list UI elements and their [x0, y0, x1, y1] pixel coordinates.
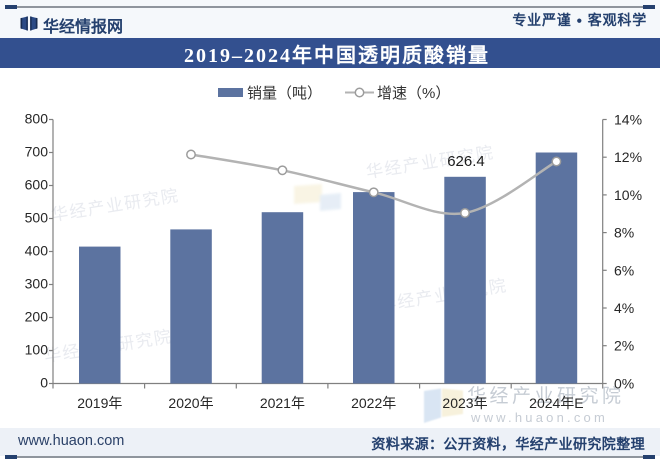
svg-text:200: 200 — [25, 309, 49, 325]
svg-text:2%: 2% — [614, 338, 634, 354]
svg-text:增速（%）: 增速（%） — [377, 85, 450, 102]
svg-text:12%: 12% — [614, 149, 642, 165]
svg-text:2024年E: 2024年E — [529, 395, 583, 411]
svg-text:华经产业研究院: 华经产业研究院 — [50, 186, 181, 225]
svg-text:2020年: 2020年 — [168, 395, 213, 411]
svg-text:0: 0 — [40, 375, 48, 391]
svg-text:700: 700 — [25, 144, 49, 160]
svg-text:14%: 14% — [614, 112, 642, 128]
svg-text:100: 100 — [25, 342, 49, 358]
svg-text:www.huaon.com: www.huaon.com — [470, 410, 608, 425]
svg-text:400: 400 — [25, 243, 49, 259]
svg-text:800: 800 — [25, 111, 49, 127]
svg-text:6%: 6% — [614, 262, 634, 278]
svg-text:600: 600 — [25, 177, 49, 193]
svg-text:626.4: 626.4 — [447, 153, 485, 170]
svg-text:2023年: 2023年 — [442, 395, 487, 411]
svg-text:2019年: 2019年 — [77, 395, 122, 411]
svg-text:2022年: 2022年 — [351, 395, 396, 411]
svg-text:2021年: 2021年 — [260, 395, 305, 411]
svg-text:300: 300 — [25, 276, 49, 292]
svg-text:8%: 8% — [614, 225, 634, 241]
svg-text:10%: 10% — [614, 187, 642, 203]
svg-text:华经产业研究院: 华经产业研究院 — [378, 276, 509, 315]
svg-text:销量（吨）: 销量（吨） — [247, 85, 322, 102]
svg-text:华经产业研究院: 华经产业研究院 — [467, 385, 625, 407]
svg-text:0%: 0% — [614, 376, 634, 392]
svg-text:500: 500 — [25, 210, 49, 226]
svg-text:4%: 4% — [614, 300, 634, 316]
